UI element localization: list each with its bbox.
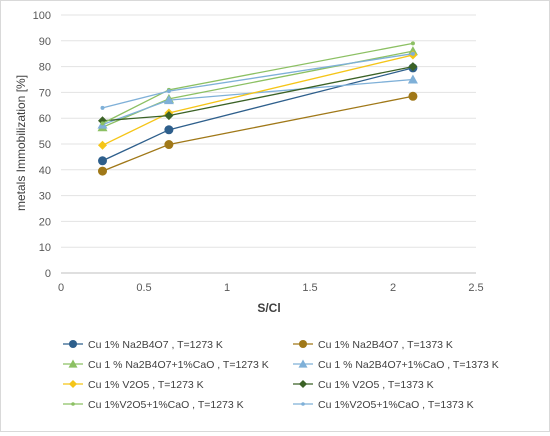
series-6 — [98, 62, 418, 126]
y-tick-label: 70 — [39, 87, 51, 99]
data-point — [98, 166, 107, 176]
legend-marker — [298, 379, 308, 389]
legend-marker — [68, 379, 78, 389]
y-tick-labels: 0 10 20 30 40 50 60 70 80 90 100 — [33, 10, 51, 280]
data-point — [100, 121, 105, 126]
x-tick-label: 1 — [224, 282, 230, 294]
legend-marker — [298, 339, 308, 349]
y-tick-label: 30 — [39, 191, 51, 203]
x-tick-label: 0.5 — [136, 282, 151, 294]
legend-item: Cu 1%V2O5+1%CaO , T=1273 K — [63, 399, 244, 411]
data-point — [163, 95, 174, 105]
y-tick-label: 80 — [39, 62, 51, 74]
data-point — [408, 62, 418, 72]
y-tick-label: 20 — [39, 216, 51, 228]
x-axis-title: S/Cl — [257, 301, 280, 315]
legend-item: Cu 1%V2O5+1%CaO , T=1373 K — [293, 399, 474, 411]
data-point — [410, 41, 415, 46]
data-point — [164, 140, 174, 150]
x-tick-labels: 0 0.5 1 1.5 2 2.5 — [58, 282, 484, 294]
series-line — [102, 50, 414, 128]
legend-item: Cu 1% Na2B4O7 , T=1373 K — [293, 339, 453, 351]
legend-label: Cu 1 % Na2B4O7+1%CaO , T=1373 K — [318, 359, 499, 371]
legend-label: Cu 1%V2O5+1%CaO , T=1373 K — [318, 399, 474, 411]
legend-marker — [71, 402, 75, 406]
data-point — [98, 140, 107, 150]
legend-marker — [298, 359, 308, 368]
data-point — [98, 116, 107, 126]
y-tick-label: 10 — [39, 242, 51, 254]
legend-marker — [68, 339, 78, 349]
series-group — [97, 41, 418, 176]
x-tick-label: 1.5 — [302, 282, 317, 294]
y-tick-label: 90 — [39, 36, 51, 48]
legend-item: Cu 1% V2O5 , T=1373 K — [293, 379, 434, 391]
y-tick-label: 40 — [39, 165, 51, 177]
legend-item: Cu 1% Na2B4O7 , T=1273 K — [63, 339, 223, 351]
x-tick-label: 0 — [58, 282, 64, 294]
y-tick-label: 100 — [33, 10, 51, 22]
data-point — [407, 74, 418, 84]
legend-label: Cu 1% V2O5 , T=1273 K — [88, 379, 204, 391]
legend-marker — [301, 402, 305, 406]
legend-label: Cu 1% Na2B4O7 , T=1373 K — [318, 339, 453, 351]
y-tick-label: 0 — [45, 268, 51, 280]
data-point — [410, 51, 415, 56]
series-4 — [97, 74, 418, 129]
data-point — [98, 156, 107, 166]
legend-label: Cu 1% V2O5 , T=1373 K — [318, 379, 434, 391]
series-1 — [98, 63, 418, 166]
y-axis-title: metals Immobilization [%] — [14, 75, 28, 211]
x-tick-label: 2 — [390, 282, 396, 294]
series-8 — [100, 51, 415, 110]
legend-label: Cu 1 % Na2B4O7+1%CaO , T=1273 K — [88, 359, 269, 371]
y-tick-label: 50 — [39, 139, 51, 151]
legend: Cu 1% Na2B4O7 , T=1273 K Cu 1% Na2B4O7 , … — [63, 339, 499, 411]
legend-item: Cu 1 % Na2B4O7+1%CaO , T=1273 K — [63, 359, 269, 371]
data-point — [164, 125, 174, 135]
data-point — [408, 91, 418, 101]
legend-marker — [68, 359, 78, 368]
series-2 — [98, 91, 418, 176]
x-tick-label: 2.5 — [468, 282, 483, 294]
y-tick-label: 60 — [39, 113, 51, 125]
legend-label: Cu 1%V2O5+1%CaO , T=1273 K — [88, 399, 244, 411]
data-point — [100, 105, 105, 110]
data-point — [164, 111, 174, 121]
series-5 — [98, 50, 418, 150]
legend-label: Cu 1% Na2B4O7 , T=1273 K — [88, 339, 223, 351]
legend-item: Cu 1 % Na2B4O7+1%CaO , T=1373 K — [293, 359, 499, 371]
data-point — [166, 89, 171, 94]
legend-item: Cu 1% V2O5 , T=1273 K — [63, 379, 204, 391]
series-line — [102, 65, 414, 122]
